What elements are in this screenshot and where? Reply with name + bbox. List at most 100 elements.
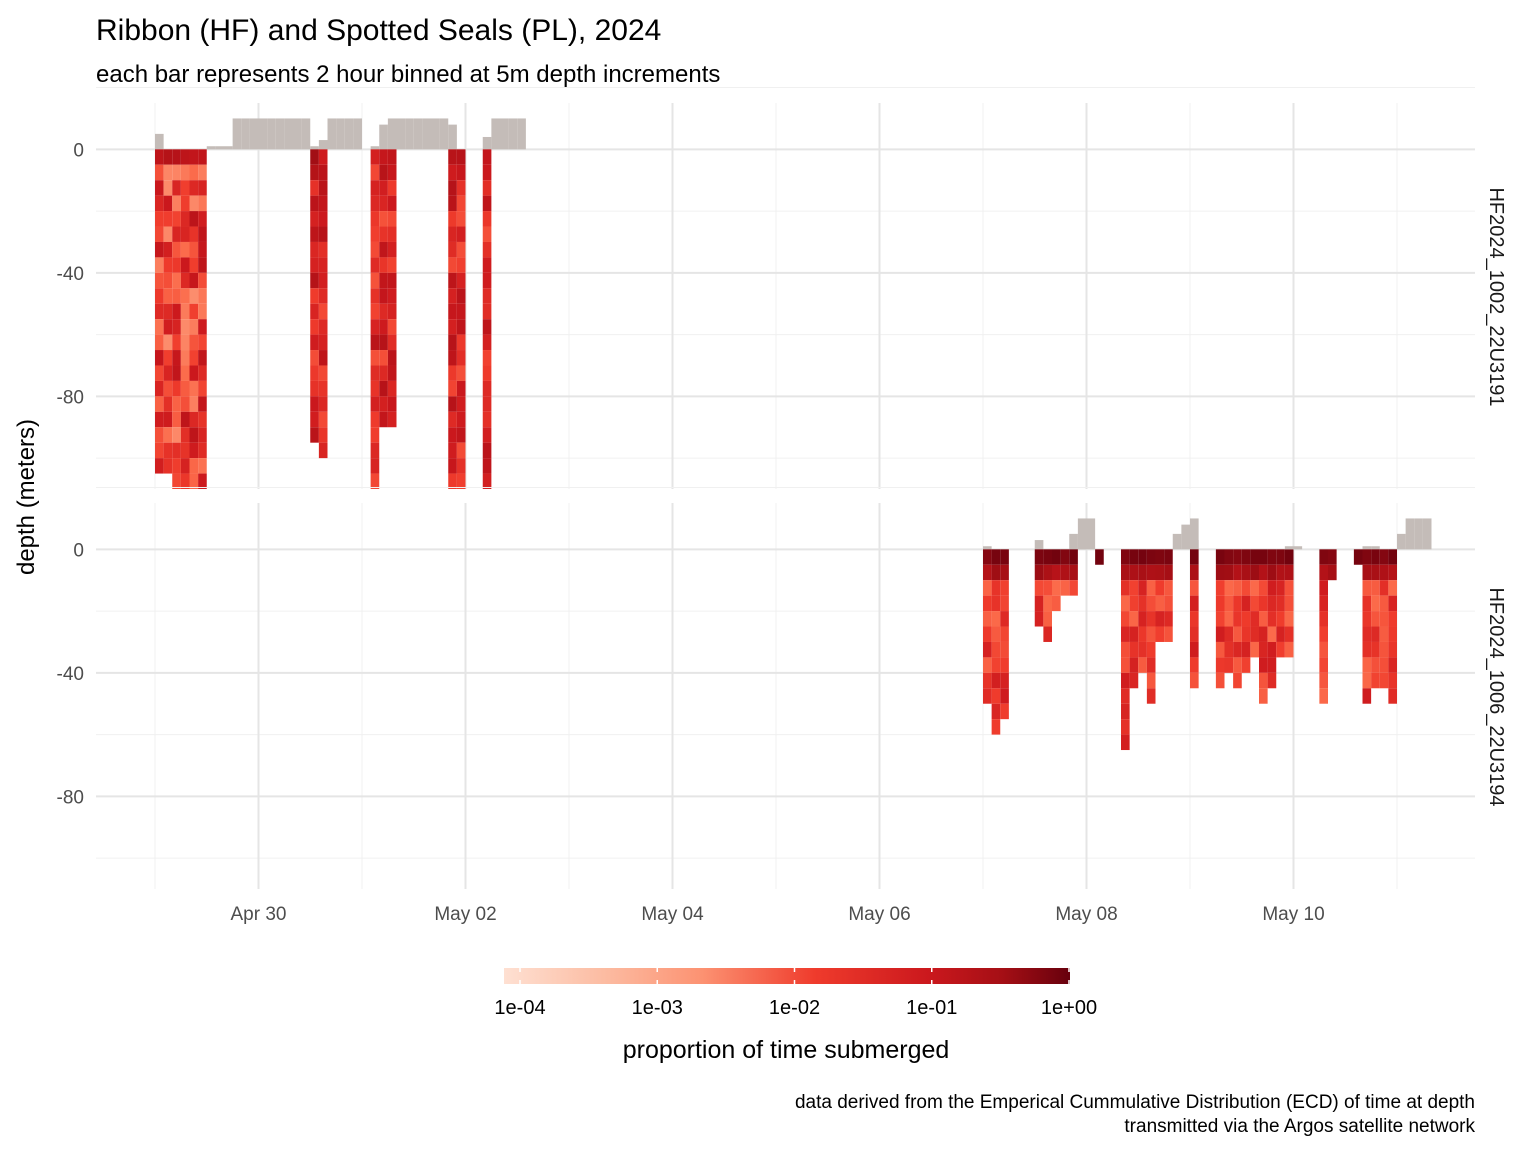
surface-bar (482, 136, 492, 150)
surface-bar (379, 124, 388, 150)
depth-cell (1155, 564, 1165, 581)
depth-cell (155, 411, 164, 428)
surface-bar (249, 118, 259, 150)
surface-bar (284, 118, 293, 150)
depth-cell (1224, 549, 1234, 565)
depth-cell (1215, 549, 1225, 565)
depth-cell (1319, 611, 1328, 627)
depth-cell (163, 380, 173, 397)
surface-bar (500, 118, 509, 150)
depth-cell (456, 350, 466, 366)
depth-cell (387, 257, 397, 273)
legend-ticks: 1e-04 1e-03 1e-02 1e-01 1e+00 (494, 968, 1097, 1019)
depth-cell (1224, 580, 1234, 596)
surface-bar (983, 546, 992, 550)
surface-bar (267, 118, 276, 150)
depth-cell (1129, 626, 1139, 642)
legend-colorbar (504, 968, 1070, 984)
depth-cell (482, 149, 492, 165)
depth-cell (991, 626, 1001, 642)
depth-cell (1215, 564, 1225, 581)
depth-cell (163, 288, 173, 304)
depth-cell (198, 272, 207, 289)
depth-cell (189, 350, 199, 366)
depth-cell (379, 350, 388, 366)
legend-tick-label: 1e-02 (769, 997, 820, 1019)
depth-cell (456, 380, 466, 397)
depth-cell (1190, 564, 1199, 581)
depth-cell (482, 473, 492, 489)
depth-cell (370, 458, 380, 474)
depth-cell (991, 595, 1001, 612)
depth-cell (448, 458, 457, 474)
surface-bar (370, 146, 380, 150)
depth-cell (155, 226, 164, 242)
depth-cell (189, 226, 199, 242)
depth-cell (318, 288, 328, 304)
depth-cell (310, 211, 319, 227)
depth-cell (1164, 564, 1173, 581)
depth-cell (1267, 611, 1277, 627)
depth-cell (1129, 549, 1139, 565)
depth-cell (1233, 580, 1242, 596)
depth-cell (180, 257, 190, 273)
depth-cell (310, 149, 319, 165)
depth-cell (172, 380, 181, 397)
depth-cell (198, 257, 207, 273)
depth-cell (155, 180, 164, 196)
depth-cell (1362, 641, 1372, 658)
depth-cell (172, 396, 181, 412)
depth-cell (379, 272, 388, 289)
surface-bar (224, 146, 233, 150)
depth-cell (370, 350, 380, 366)
legend-tick-label: 1e-01 (906, 997, 957, 1019)
depth-cell (991, 657, 1001, 673)
depth-cell (1267, 626, 1277, 642)
depth-cell (983, 580, 992, 596)
depth-cell (318, 241, 328, 258)
depth-cell (318, 149, 328, 165)
chart-subtitle: each bar represents 2 hour binned at 5m … (96, 61, 720, 88)
depth-cell (310, 365, 319, 381)
depth-cell (456, 241, 466, 258)
depth-cell (1052, 549, 1061, 565)
depth-cell (310, 257, 319, 273)
depth-cell (1362, 595, 1372, 612)
depth-cell (310, 226, 319, 242)
legend-title: proportion of time submerged (623, 1036, 950, 1064)
surface-bar (344, 118, 354, 150)
depth-cell (189, 195, 199, 212)
depth-cell (370, 411, 380, 428)
surface-bar (405, 118, 414, 150)
depth-cell (1000, 703, 1009, 720)
depth-cell (1276, 595, 1285, 612)
depth-cell (1129, 580, 1139, 596)
depth-cell (172, 211, 181, 227)
depth-cell (1000, 626, 1009, 642)
depth-cell (180, 319, 190, 335)
depth-cell (482, 226, 492, 242)
depth-cell (310, 350, 319, 366)
depth-cell (1215, 580, 1225, 596)
depth-cell (379, 396, 388, 412)
depth-cell (1190, 549, 1199, 565)
depth-cell (387, 411, 397, 428)
depth-cell (991, 688, 1001, 704)
depth-cell (456, 427, 466, 443)
depth-cell (189, 334, 199, 351)
depth-cell (482, 272, 492, 289)
depth-cell (1052, 580, 1061, 596)
depth-cell (448, 257, 457, 273)
depth-cell (163, 180, 173, 196)
depth-cell (370, 272, 380, 289)
depth-cell (1121, 734, 1130, 751)
depth-cell (1043, 595, 1052, 612)
depth-cell (387, 303, 397, 320)
depth-cell (1155, 580, 1165, 596)
depth-cell (1319, 626, 1328, 642)
depth-cell (172, 473, 181, 489)
depth-cell (456, 226, 466, 242)
depth-cell (1121, 719, 1130, 735)
depth-cell (387, 380, 397, 397)
depth-cell (379, 288, 388, 304)
